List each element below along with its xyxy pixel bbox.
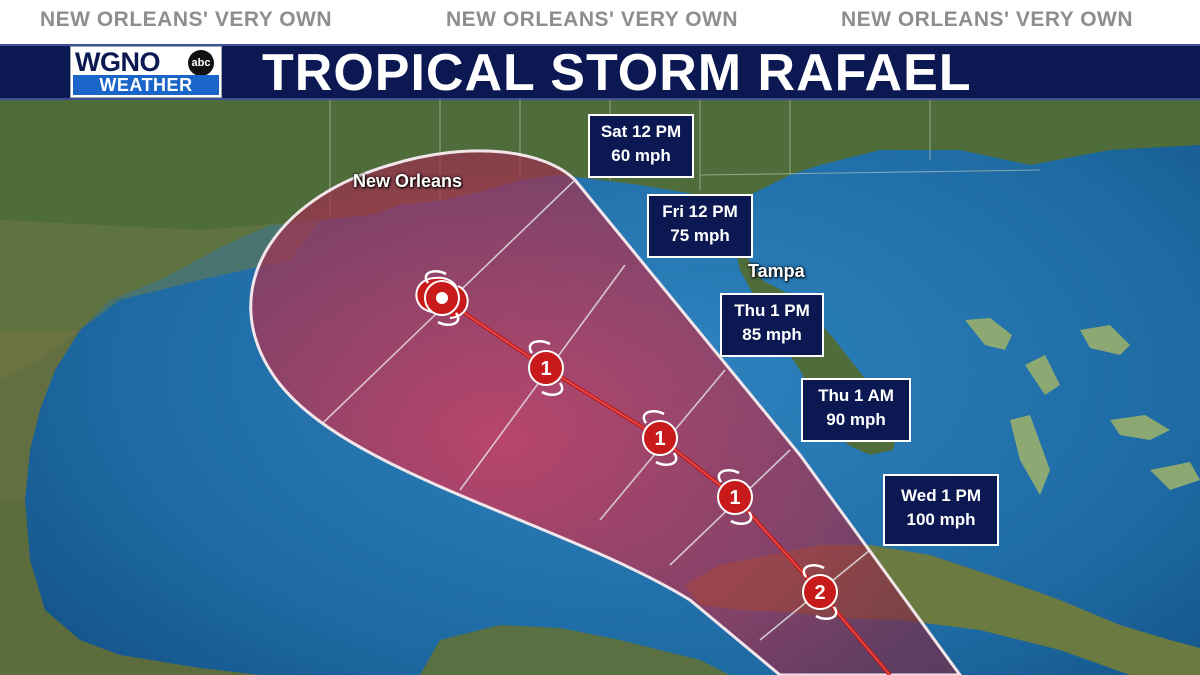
station-logo: WGNO abc WEATHER [70,46,222,98]
forecast-time: Wed 1 PM [901,486,981,505]
storm-icon: 1 [528,340,564,396]
texas-coast-plain [0,330,80,510]
forecast-box-wed: Wed 1 PM 100 mph [883,474,999,546]
storm-icons: 1 1 1 2 [415,270,838,620]
mexico-landmass [0,500,260,675]
storm-icon: 1 [717,469,753,525]
forecast-time: Thu 1 PM [734,301,810,320]
storm-icon [415,270,469,326]
station-callsign: WGNO [75,47,161,77]
storm-icon: 2 [802,564,838,620]
page-title: TROPICAL STORM RAFAEL [262,44,972,102]
tagline-text: NEW ORLEANS' VERY OWN [40,8,333,31]
forecast-box-sat: Sat 12 PM 60 mph [588,114,694,178]
forecast-wind: 85 mph [742,325,802,344]
bahamas-islands [965,318,1200,495]
forecast-time: Fri 12 PM [662,202,738,221]
forecast-time: Thu 1 AM [818,386,894,405]
storm-category-label: 1 [540,358,551,380]
forecast-box-thu-pm: Thu 1 PM 85 mph [720,293,824,357]
coastal-plain [0,220,320,380]
forecast-wind: 60 mph [611,146,671,165]
forecast-box-fri: Fri 12 PM 75 mph [647,194,753,258]
storm-icon: 1 [642,410,678,466]
forecast-time: Sat 12 PM [600,122,682,141]
city-label-new-orleans: New Orleans [353,171,463,191]
storm-category-label: 1 [729,487,740,509]
yucatan-peninsula [420,625,730,675]
forecast-wind: 75 mph [670,226,730,245]
storm-category-label: 2 [814,582,825,604]
network-badge: abc [188,50,214,76]
tagline-text: NEW ORLEANS' VERY OWN [841,8,1134,31]
tagline-text: NEW ORLEANS' VERY OWN [446,8,739,31]
city-label-tampa: Tampa [748,261,805,281]
us-mainland [0,100,1200,510]
forecast-wind: 100 mph [906,510,976,529]
tagline-strip: NEW ORLEANS' VERY OWN NEW ORLEANS' VERY … [0,0,1200,44]
storm-category-label: 1 [654,428,665,450]
logo-subtitle: WEATHER [73,75,219,95]
forecast-box-thu-am: Thu 1 AM 90 mph [801,378,911,442]
forecast-wind: 90 mph [826,410,886,429]
